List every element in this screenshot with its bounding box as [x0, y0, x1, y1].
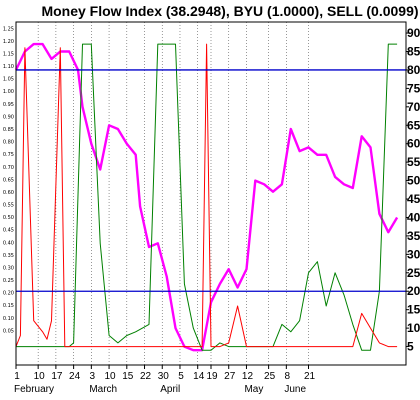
left-tick-label: 0.90 [3, 114, 14, 120]
right-tick-label: 90 [407, 26, 420, 40]
x-tick-label: 24 [69, 371, 81, 382]
right-tick-label: 20 [407, 284, 420, 298]
chart-title: Money Flow Index (38.2948), BYU (1.0000)… [41, 3, 418, 19]
left-tick-label: 1.00 [3, 89, 14, 95]
x-tick-label: 12 [242, 371, 254, 382]
x-tick-label: 8 [285, 371, 291, 382]
reference-lines [16, 69, 406, 292]
left-tick-label: 0.10 [3, 316, 14, 322]
x-tick-label: 10 [105, 371, 117, 382]
right-tick-label: 70 [407, 100, 420, 114]
month-label: February [14, 384, 54, 395]
month-label: April [160, 384, 180, 395]
left-tick-label: 0.30 [3, 265, 14, 271]
right-tick-label: 60 [407, 137, 420, 151]
x-tick-label: 27 [224, 371, 236, 382]
left-tick-label: 0.20 [3, 291, 14, 297]
x-tick-label: 22 [140, 371, 152, 382]
x-tick-label: 1 [14, 371, 20, 382]
right-tick-label: 50 [407, 174, 420, 188]
x-tick-label: 5 [178, 371, 184, 382]
left-tick-label: 0.95 [3, 102, 14, 108]
x-tick-label: 17 [51, 371, 63, 382]
left-tick-label: 0.35 [3, 253, 14, 259]
left-tick-label: 0.40 [3, 240, 14, 246]
month-label: June [284, 384, 306, 395]
right-tick-label: 10 [407, 321, 420, 335]
left-tick-label: 0.85 [3, 127, 14, 133]
series-group [14, 42, 399, 352]
series-line-1 [16, 43, 398, 351]
x-tick-label: 21 [304, 371, 316, 382]
left-tick-label: 1.10 [3, 64, 14, 70]
left-tick-label: 1.25 [3, 26, 14, 32]
left-tick-label: 0.60 [3, 190, 14, 196]
x-tick-label: 14 [193, 371, 205, 382]
right-tick-label: 45 [407, 192, 420, 206]
x-tick-label: 10 [34, 371, 46, 382]
x-tick-label: 19 [206, 371, 218, 382]
left-tick-label: 0.50 [3, 215, 14, 221]
left-tick-label: 0.70 [3, 165, 14, 171]
left-tick-label: 0.75 [3, 152, 14, 158]
x-tick-label: 3 [90, 371, 96, 382]
right-tick-label: 80 [407, 63, 420, 77]
month-label: March [89, 384, 117, 395]
x-tick-label: 25 [264, 371, 276, 382]
left-tick-label: 0.80 [3, 140, 14, 146]
right-tick-label: 55 [407, 155, 420, 169]
series-line-0 [14, 42, 399, 352]
left-tick-label: 0.15 [3, 303, 14, 309]
right-tick-label: 25 [407, 266, 420, 280]
month-label: May [244, 384, 263, 395]
x-axis: 1 10 17 24 3 10 15 22 30 5 14 19 27 12 25 8 21 February Ma… [14, 365, 315, 395]
right-tick-label: 40 [407, 210, 420, 224]
left-tick-label: 0.45 [3, 228, 14, 234]
right-tick-label: 35 [407, 229, 420, 243]
left-tick-label: 0.65 [3, 177, 14, 183]
right-tick-label: 65 [407, 118, 420, 132]
right-tick-label: 75 [407, 81, 420, 95]
left-axis: 0.05 0.10 0.15 0.20 0.25 0.30 0.35 0.40 0.45 0.50… [3, 26, 14, 334]
left-tick-label: 0.05 [3, 328, 14, 334]
left-tick-label: 0.25 [3, 278, 14, 284]
series-line-2 [15, 43, 398, 348]
right-tick-label: 15 [407, 303, 420, 317]
right-tick-label: 5 [407, 340, 414, 354]
right-axis: 5 10 15 20 25 30 35 40 45 50 55 60 65 70 75 80 85 90 [406, 26, 420, 354]
grid [15, 22, 309, 365]
left-tick-label: 1.05 [3, 77, 14, 83]
right-tick-label: 30 [407, 247, 420, 261]
left-tick-label: 0.55 [3, 203, 14, 209]
x-tick-label: 30 [158, 371, 170, 382]
x-tick-label: 15 [122, 371, 134, 382]
right-tick-label: 85 [407, 45, 420, 59]
left-tick-label: 1.20 [3, 39, 14, 45]
left-tick-label: 1.15 [3, 51, 14, 57]
